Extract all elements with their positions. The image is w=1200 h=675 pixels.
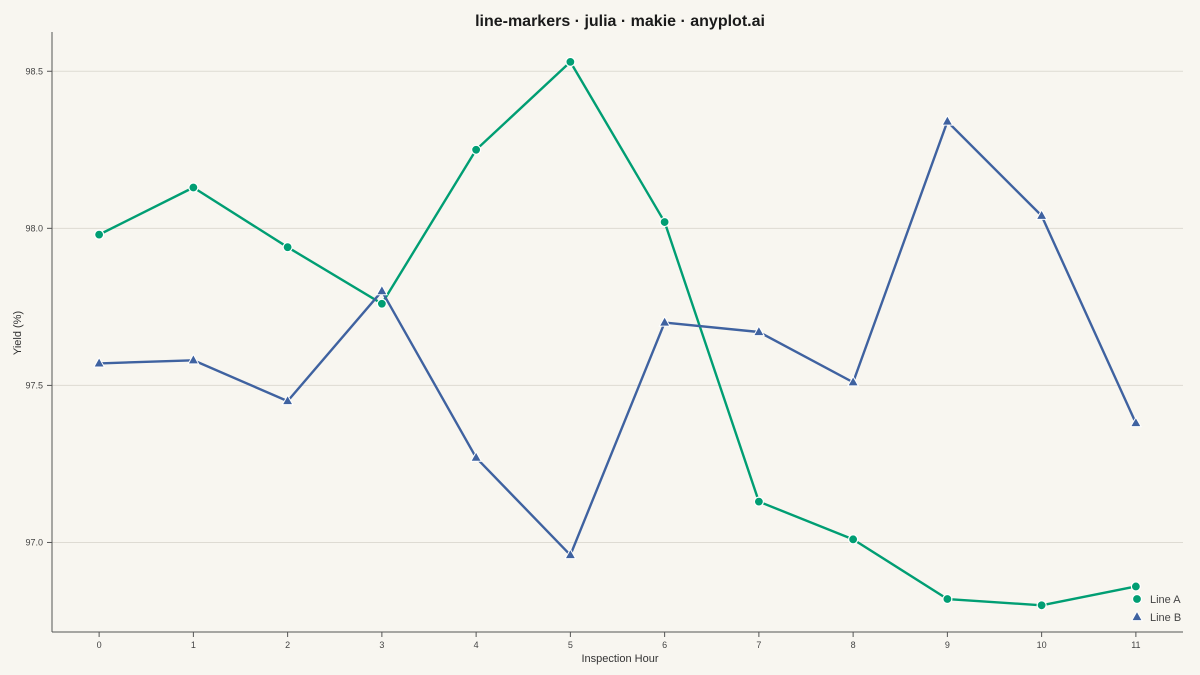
data-point <box>375 284 388 296</box>
data-point <box>94 229 105 240</box>
series-line-a <box>94 56 1141 611</box>
x-tick-label: 8 <box>851 640 856 650</box>
series-line-b <box>93 114 1142 560</box>
x-tick-label: 10 <box>1037 640 1047 650</box>
axes <box>51 32 1183 633</box>
data-point <box>470 450 483 462</box>
data-point <box>942 593 953 605</box>
x-tick-label: 2 <box>285 640 290 650</box>
circle-marker-icon <box>1131 593 1143 605</box>
y-tick-label: 98.5 <box>25 66 43 76</box>
y-tick-label: 97.5 <box>25 380 43 390</box>
data-point <box>1035 208 1048 220</box>
series-line <box>97 60 1138 607</box>
x-tick-label: 1 <box>191 640 196 650</box>
x-tick-label: 5 <box>568 640 573 650</box>
x-tick-label: 0 <box>97 640 102 650</box>
y-axis-label: Yield (%) <box>12 311 24 355</box>
x-tick-label: 3 <box>379 640 384 650</box>
legend-label: Line A <box>1150 594 1181 606</box>
x-tick-label: 6 <box>662 640 667 650</box>
legend-item: Line A <box>1131 593 1181 606</box>
data-point <box>564 548 577 560</box>
data-point <box>1036 600 1047 611</box>
data-point <box>659 216 670 228</box>
data-point <box>1130 581 1141 592</box>
x-axis-ticks: 0 1 2 3 4 5 6 7 8 9 10 11 <box>97 632 1141 650</box>
data-point <box>281 394 294 406</box>
data-point <box>847 375 860 387</box>
legend-label: Line B <box>1150 612 1181 624</box>
data-point <box>941 114 954 126</box>
data-point <box>188 182 199 193</box>
x-tick-label: 4 <box>474 640 479 650</box>
gridlines <box>52 70 1183 543</box>
data-point <box>752 325 765 337</box>
x-tick-label: 7 <box>756 640 761 650</box>
chart-title: line-markers · julia · makie · anyplot.a… <box>475 13 765 30</box>
y-tick-label: 98.0 <box>25 223 43 233</box>
x-axis-label: Inspection Hour <box>581 653 658 665</box>
y-tick-label: 97.0 <box>25 537 43 547</box>
series-line <box>97 120 1138 557</box>
data-point <box>471 144 482 155</box>
series-group <box>93 56 1142 611</box>
data-point <box>376 298 387 309</box>
data-point <box>848 534 859 545</box>
legend-item: Line B <box>1130 610 1181 624</box>
data-point <box>753 496 764 507</box>
data-point <box>282 242 293 253</box>
data-point <box>187 353 200 365</box>
data-point <box>1129 416 1142 428</box>
x-tick-label: 11 <box>1131 640 1140 650</box>
data-point <box>565 56 576 67</box>
legend: Line A Line B <box>1130 593 1181 624</box>
y-axis-ticks: 97.0 97.5 98.0 98.5 <box>25 66 52 547</box>
x-tick-label: 9 <box>945 640 950 650</box>
data-point <box>93 356 106 368</box>
data-point <box>658 315 671 327</box>
triangle-marker-icon <box>1130 610 1144 622</box>
